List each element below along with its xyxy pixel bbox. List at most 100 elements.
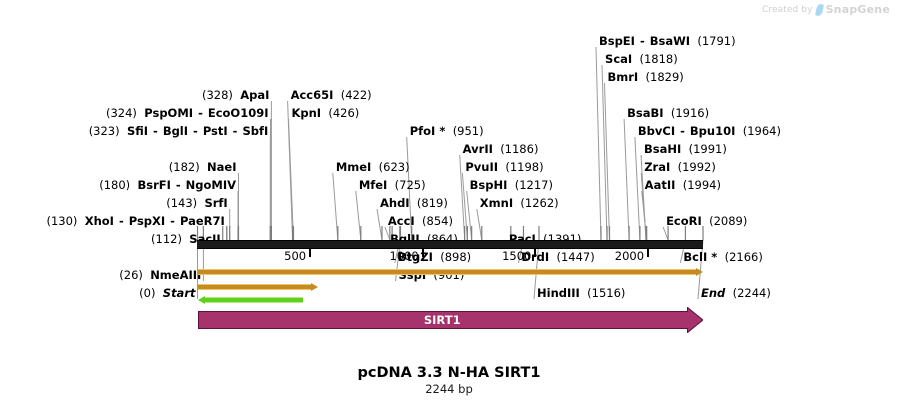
feature-cds-arrow[interactable]: SIRT1 xyxy=(197,306,704,334)
enzyme-site-label[interactable]: Acc65I (422) xyxy=(291,89,372,102)
enzyme-site-label[interactable]: AatII (1994) xyxy=(645,179,721,192)
enzyme-site-position: (1916) xyxy=(670,106,710,120)
enzyme-name-group: ApaI xyxy=(240,88,269,102)
enzyme-site-label[interactable]: (130) XhoI - PspXI - PaeR7I xyxy=(46,215,224,228)
enzyme-site-position: (819) xyxy=(416,196,448,210)
enzyme-name-group: NmeAIII xyxy=(150,268,201,282)
enzyme-leader-line xyxy=(662,226,669,241)
enzyme-name: PvuII xyxy=(465,160,499,174)
enzyme-name: BsaWI xyxy=(649,34,691,48)
enzyme-site-label[interactable]: AccI (854) xyxy=(388,215,453,228)
enzyme-name-group: AhdI xyxy=(380,196,410,210)
enzyme-name: PspXI xyxy=(128,214,166,228)
enzyme-site-label[interactable]: PvuII (1198) xyxy=(465,161,543,174)
enzyme-site-position: (2244) xyxy=(732,286,771,300)
enzyme-site-label[interactable]: KpnI (426) xyxy=(291,107,359,120)
enzyme-site-position: (1447) xyxy=(556,250,595,264)
enzyme-site-label[interactable]: EcoRI (2089) xyxy=(666,215,747,228)
enzyme-site-label[interactable]: (182) NaeI xyxy=(169,161,237,174)
enzyme-site-position: (130) xyxy=(46,214,78,228)
enzyme-name-separator: - xyxy=(676,124,689,138)
enzyme-site-position: (323) xyxy=(88,124,120,138)
enzyme-name-separator: - xyxy=(194,106,207,120)
enzyme-name: Bpu10I xyxy=(689,124,736,138)
enzyme-leader-line xyxy=(355,190,362,241)
enzyme-site-label[interactable]: MmeI (623) xyxy=(336,161,410,174)
enzyme-site-label[interactable]: (324) PspOMI - EcoO109I xyxy=(106,107,268,120)
enzyme-site-position: (951) xyxy=(452,124,484,138)
enzyme-name-group: PvuII xyxy=(465,160,498,174)
enzyme-site-label[interactable]: ScaI (1818) xyxy=(605,53,678,66)
enzyme-name: BglI xyxy=(162,124,189,138)
enzyme-site-label[interactable]: BtgZI (898) xyxy=(398,251,471,264)
enzyme-name-group: PfoI * xyxy=(410,124,446,138)
enzyme-site-position: (426) xyxy=(328,106,360,120)
enzyme-site-label[interactable]: (26) NmeAIII xyxy=(119,269,201,282)
enzyme-name-group: BsaBI xyxy=(627,106,663,120)
ruler-tick xyxy=(309,249,312,257)
enzyme-site-label[interactable]: (143) SrfI xyxy=(166,197,228,210)
enzyme-site-label[interactable]: ZraI (1992) xyxy=(644,161,716,174)
enzyme-leader-line xyxy=(623,118,630,241)
enzyme-leader-line xyxy=(634,136,641,241)
plasmid-title: pcDNA 3.3 N-HA SIRT1 xyxy=(357,365,541,381)
enzyme-site-position: (1991) xyxy=(688,142,727,156)
enzyme-name: MmeI xyxy=(335,160,372,174)
snapgene-watermark: Created by SnapGene xyxy=(762,3,890,16)
enzyme-name: NgoMIV xyxy=(185,178,237,192)
feature-thin-arrow[interactable] xyxy=(197,268,703,276)
enzyme-site-label[interactable]: DrdI (1447) xyxy=(521,251,594,264)
enzyme-site-position: (1964) xyxy=(742,124,781,138)
enzyme-name-group: XmnI xyxy=(480,196,513,210)
enzyme-site-label[interactable]: BmrI (1829) xyxy=(608,71,684,84)
enzyme-site-position: (182) xyxy=(168,160,200,174)
enzyme-site-label[interactable]: (0) Start xyxy=(139,287,195,300)
enzyme-leader-line xyxy=(641,190,648,241)
enzyme-name: HindIII xyxy=(537,286,580,300)
enzyme-name: ZraI xyxy=(644,160,671,174)
enzyme-name-group: BspEI - BsaWI xyxy=(599,34,690,48)
enzyme-site-position: (422) xyxy=(340,88,372,102)
enzyme-site-label[interactable]: BspHI (1217) xyxy=(470,179,553,192)
enzyme-site-position: (143) xyxy=(166,196,198,210)
enzyme-site-label[interactable]: BsaHI (1991) xyxy=(644,143,727,156)
enzyme-name: XmnI xyxy=(479,196,514,210)
enzyme-name: ApaI xyxy=(240,88,270,102)
enzyme-site-label[interactable]: BbvCI - Bpu10I (1964) xyxy=(638,125,781,138)
enzyme-leader-line xyxy=(459,154,466,241)
enzyme-site-position: (324) xyxy=(106,106,137,120)
enzyme-site-label[interactable]: BsaBI (1916) xyxy=(627,107,709,120)
enzyme-site-position: (112) xyxy=(151,232,182,246)
enzyme-site-label[interactable]: (180) BsrFI - NgoMIV xyxy=(99,179,236,192)
enzyme-site-label[interactable]: BclI * (2166) xyxy=(683,251,762,264)
enzyme-site-label[interactable]: PfoI * (951) xyxy=(410,125,484,138)
enzyme-site-label[interactable]: BspEI - BsaWI (1791) xyxy=(599,35,736,48)
enzyme-name: BspEI xyxy=(598,34,635,48)
enzyme-name: BspHI xyxy=(469,178,508,192)
ruler-tick-label: 2000 xyxy=(614,249,645,263)
feature-thin-arrow[interactable] xyxy=(197,283,319,291)
enzyme-leader-line xyxy=(604,82,610,241)
enzyme-site-position: (2166) xyxy=(724,250,763,264)
ruler-tick-label: 500 xyxy=(284,249,307,263)
enzyme-leader-line xyxy=(288,118,294,241)
feature-thin-arrow[interactable] xyxy=(197,296,304,304)
enzyme-site-label[interactable]: AvrII (1186) xyxy=(463,143,539,156)
enzyme-name: SbfI xyxy=(242,124,269,138)
enzyme-leader-line xyxy=(287,100,294,241)
enzyme-name: PaeR7I xyxy=(179,214,225,228)
enzyme-site-label[interactable]: (328) ApaI xyxy=(202,89,269,102)
ruler-tick xyxy=(534,249,537,257)
enzyme-site-label[interactable]: HindIII (1516) xyxy=(537,287,625,300)
enzyme-site-label[interactable]: End (2244) xyxy=(701,287,771,300)
enzyme-site-label[interactable]: XmnI (1262) xyxy=(480,197,559,210)
enzyme-name-separator: - xyxy=(228,124,242,138)
enzyme-site-label[interactable]: MfeI (725) xyxy=(359,179,426,192)
feature-arrow-head-icon xyxy=(197,296,205,304)
enzyme-name: AhdI xyxy=(379,196,410,210)
enzyme-name: ScaI xyxy=(605,52,633,66)
enzyme-site-label[interactable]: AhdI (819) xyxy=(380,197,448,210)
enzyme-site-label[interactable]: (323) SfiI - BglI - PstI - SbfI xyxy=(89,125,269,138)
